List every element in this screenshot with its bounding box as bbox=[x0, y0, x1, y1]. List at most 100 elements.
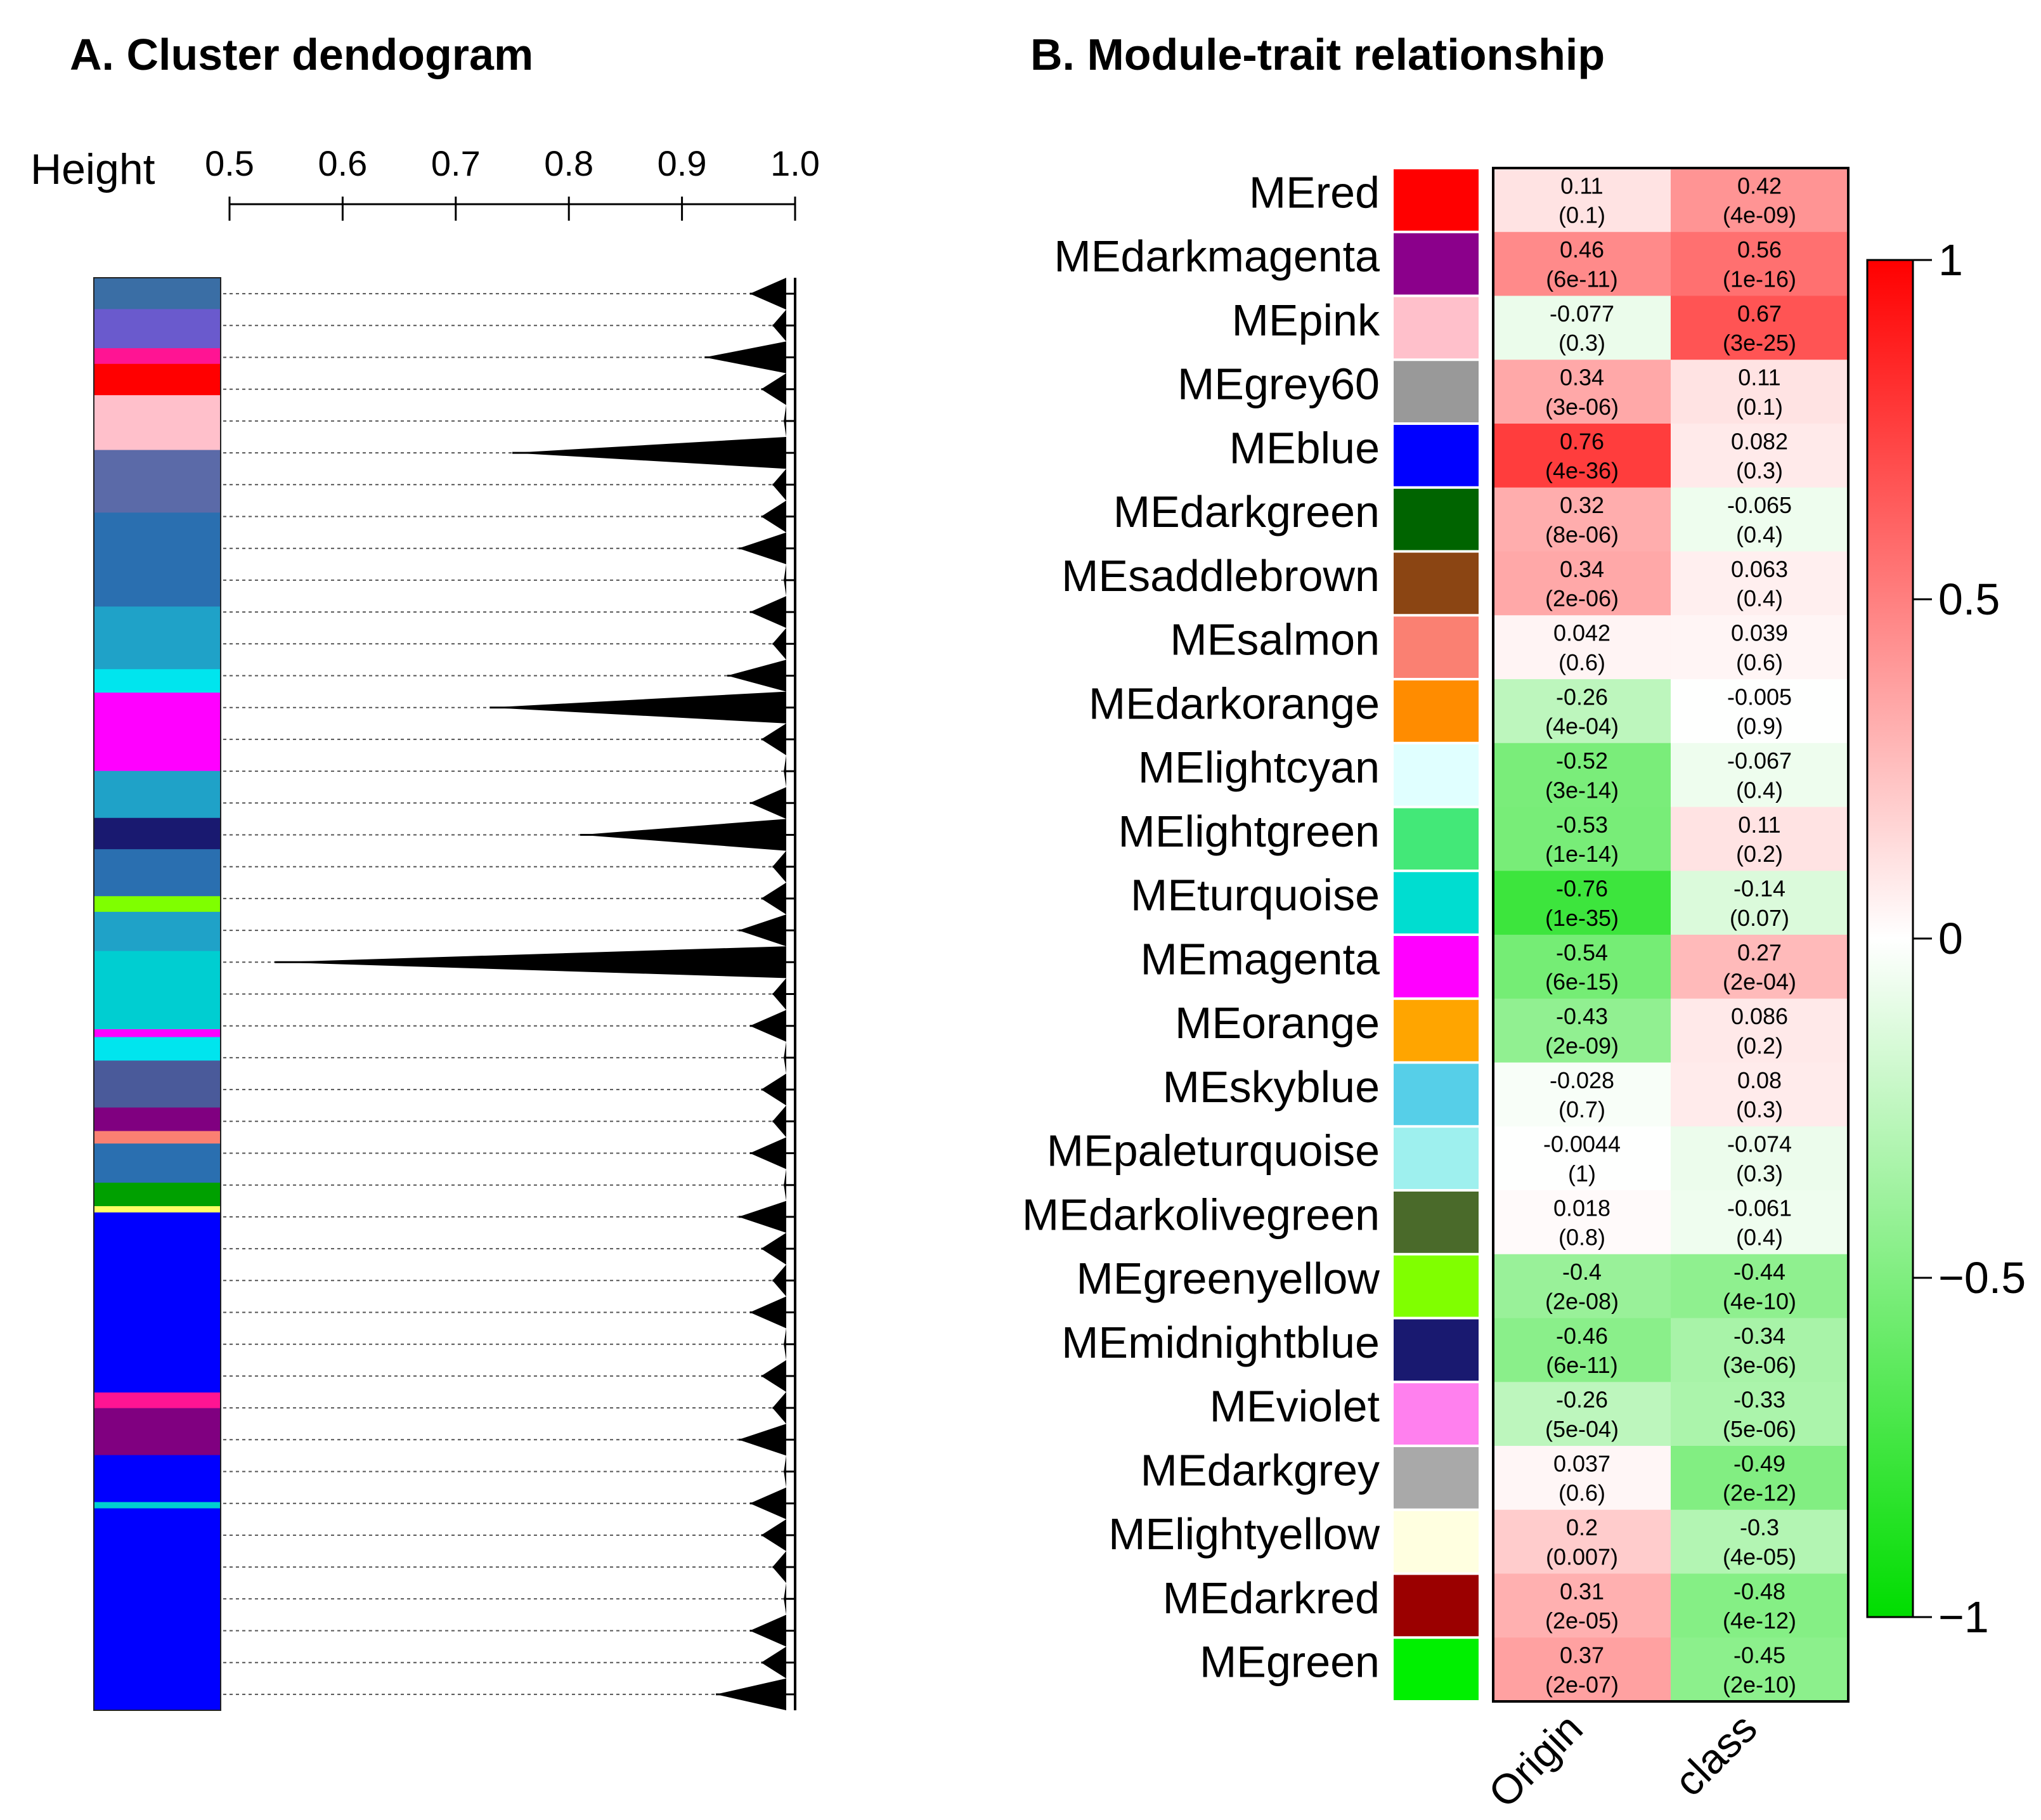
dendrogram-fan bbox=[738, 914, 786, 947]
cell-correlation: 0.042 bbox=[1553, 620, 1610, 646]
heatmap-cell bbox=[1493, 1254, 1671, 1318]
dendrogram-fan bbox=[761, 1233, 786, 1265]
module-color-band bbox=[94, 896, 221, 913]
dendrogram-fan bbox=[784, 1041, 786, 1074]
cell-pvalue: (3e-06) bbox=[1723, 1352, 1796, 1378]
module-color-band bbox=[94, 1408, 221, 1456]
cell-pvalue: (0.1) bbox=[1558, 202, 1605, 228]
heatmap-cell bbox=[1493, 679, 1671, 744]
heatmap-cell bbox=[1493, 998, 1671, 1063]
cell-pvalue: (0.6) bbox=[1558, 1480, 1605, 1506]
cell-correlation: -0.52 bbox=[1556, 748, 1608, 774]
panel-b-heatmap: B. Module-trait relationship MEred 0.11 (0… bbox=[1022, 30, 2026, 1816]
dendrogram-fan bbox=[489, 691, 786, 724]
module-color-band bbox=[94, 348, 221, 365]
module-label: MElightcyan bbox=[1138, 743, 1380, 792]
heatmap-cell bbox=[1671, 1126, 1848, 1191]
cell-correlation: 0.76 bbox=[1560, 428, 1604, 454]
cell-correlation: -0.54 bbox=[1556, 939, 1608, 965]
cell-correlation: 0.018 bbox=[1553, 1195, 1610, 1221]
heatmap-cell bbox=[1671, 424, 1848, 488]
dendrogram-fan bbox=[772, 1551, 786, 1583]
module-swatch bbox=[1394, 1063, 1479, 1126]
cell-pvalue: (8e-06) bbox=[1545, 521, 1619, 547]
cell-correlation: -0.077 bbox=[1550, 301, 1614, 327]
heatmap-cell bbox=[1493, 935, 1671, 999]
module-color-band bbox=[94, 1392, 221, 1409]
heatmap-cell bbox=[1671, 1062, 1848, 1127]
cell-correlation: 0.31 bbox=[1560, 1578, 1604, 1604]
module-swatch bbox=[1394, 488, 1479, 550]
colorbar-tick-label: 1 bbox=[1938, 235, 1963, 285]
module-swatch bbox=[1394, 1511, 1479, 1573]
dendrogram-fan bbox=[784, 1169, 786, 1201]
module-color-band bbox=[94, 606, 221, 670]
cell-pvalue: (0.07) bbox=[1730, 905, 1789, 931]
cell-pvalue: (4e-12) bbox=[1723, 1608, 1796, 1634]
heatmap-cell bbox=[1671, 1509, 1848, 1574]
heatmap-cell bbox=[1493, 1509, 1671, 1574]
dendrogram-fan bbox=[761, 1360, 786, 1392]
cell-correlation: -0.4 bbox=[1562, 1259, 1602, 1285]
module-color-band bbox=[94, 1508, 221, 1711]
cell-pvalue: (4e-05) bbox=[1723, 1544, 1796, 1570]
heatmap-cell bbox=[1671, 935, 1848, 999]
dendrogram-fan bbox=[772, 1264, 786, 1297]
module-label: MEred bbox=[1249, 167, 1380, 217]
cell-correlation: -0.49 bbox=[1733, 1450, 1785, 1476]
heatmap-cell bbox=[1671, 998, 1848, 1063]
cell-pvalue: (6e-11) bbox=[1546, 1352, 1617, 1378]
cell-pvalue: (2e-07) bbox=[1545, 1672, 1619, 1698]
cell-pvalue: (0.9) bbox=[1736, 713, 1783, 739]
dendrogram-fan bbox=[727, 660, 786, 692]
module-color-band bbox=[94, 1502, 221, 1509]
module-label: MEgreenyellow bbox=[1076, 1254, 1380, 1303]
cell-pvalue: (4e-09) bbox=[1723, 202, 1796, 228]
cell-correlation: 0.27 bbox=[1737, 939, 1782, 965]
cell-pvalue: (3e-06) bbox=[1545, 394, 1619, 420]
module-label: MEdarkolivegreen bbox=[1022, 1190, 1380, 1239]
cell-correlation: 0.67 bbox=[1737, 301, 1782, 327]
heatmap-cell bbox=[1671, 1254, 1848, 1318]
cell-pvalue: (4e-36) bbox=[1545, 458, 1619, 484]
heatmap-cell bbox=[1493, 424, 1671, 488]
heatmap-cell bbox=[1493, 1637, 1671, 1702]
module-label: MEdarkgrey bbox=[1141, 1445, 1380, 1495]
module-swatch bbox=[1394, 872, 1479, 933]
dendrogram-fan bbox=[772, 469, 786, 501]
heatmap-cell bbox=[1671, 1382, 1848, 1446]
module-label: MEviolet bbox=[1210, 1382, 1380, 1431]
cell-correlation: -0.43 bbox=[1556, 1003, 1608, 1029]
cell-pvalue: (0.007) bbox=[1546, 1544, 1618, 1570]
dendrogram-fan bbox=[738, 532, 786, 564]
cell-correlation: 0.46 bbox=[1560, 237, 1604, 263]
panel-b-title: B. Module-trait relationship bbox=[1030, 30, 1605, 79]
height-tick-label: 0.5 bbox=[205, 143, 254, 183]
module-color-band bbox=[94, 363, 221, 396]
dendrogram-fan bbox=[749, 787, 786, 819]
cell-correlation: -0.074 bbox=[1727, 1131, 1792, 1157]
dendrogram-fan bbox=[784, 755, 786, 788]
colorbar-gradient bbox=[1866, 259, 1914, 1618]
cell-pvalue: (0.6) bbox=[1558, 649, 1605, 675]
height-axis: 0.5 0.6 0.7 0.8 0.9 1.0 bbox=[205, 143, 820, 221]
cell-correlation: -0.76 bbox=[1556, 876, 1608, 902]
cell-pvalue: (0.4) bbox=[1736, 585, 1783, 611]
heatmap-cell bbox=[1493, 1318, 1671, 1382]
dendrogram-fan bbox=[704, 341, 786, 374]
module-swatch bbox=[1394, 1128, 1479, 1189]
dendrogram-fan bbox=[749, 1010, 786, 1042]
dendrogram-fan bbox=[784, 405, 786, 437]
module-color-band bbox=[94, 1455, 221, 1503]
heatmap-frame bbox=[1492, 167, 1850, 1703]
color-bar-frame bbox=[93, 277, 221, 1711]
cell-pvalue: (0.3) bbox=[1736, 1096, 1783, 1122]
cell-correlation: -0.005 bbox=[1727, 684, 1792, 710]
trait-label: class bbox=[1665, 1705, 1766, 1805]
cell-correlation: -0.48 bbox=[1733, 1578, 1785, 1604]
module-swatch bbox=[1394, 744, 1479, 806]
heatmap-cell bbox=[1671, 615, 1848, 680]
module-label: MEpink bbox=[1232, 296, 1380, 345]
cell-correlation: -0.53 bbox=[1556, 812, 1608, 838]
heatmap-cell bbox=[1671, 168, 1848, 233]
